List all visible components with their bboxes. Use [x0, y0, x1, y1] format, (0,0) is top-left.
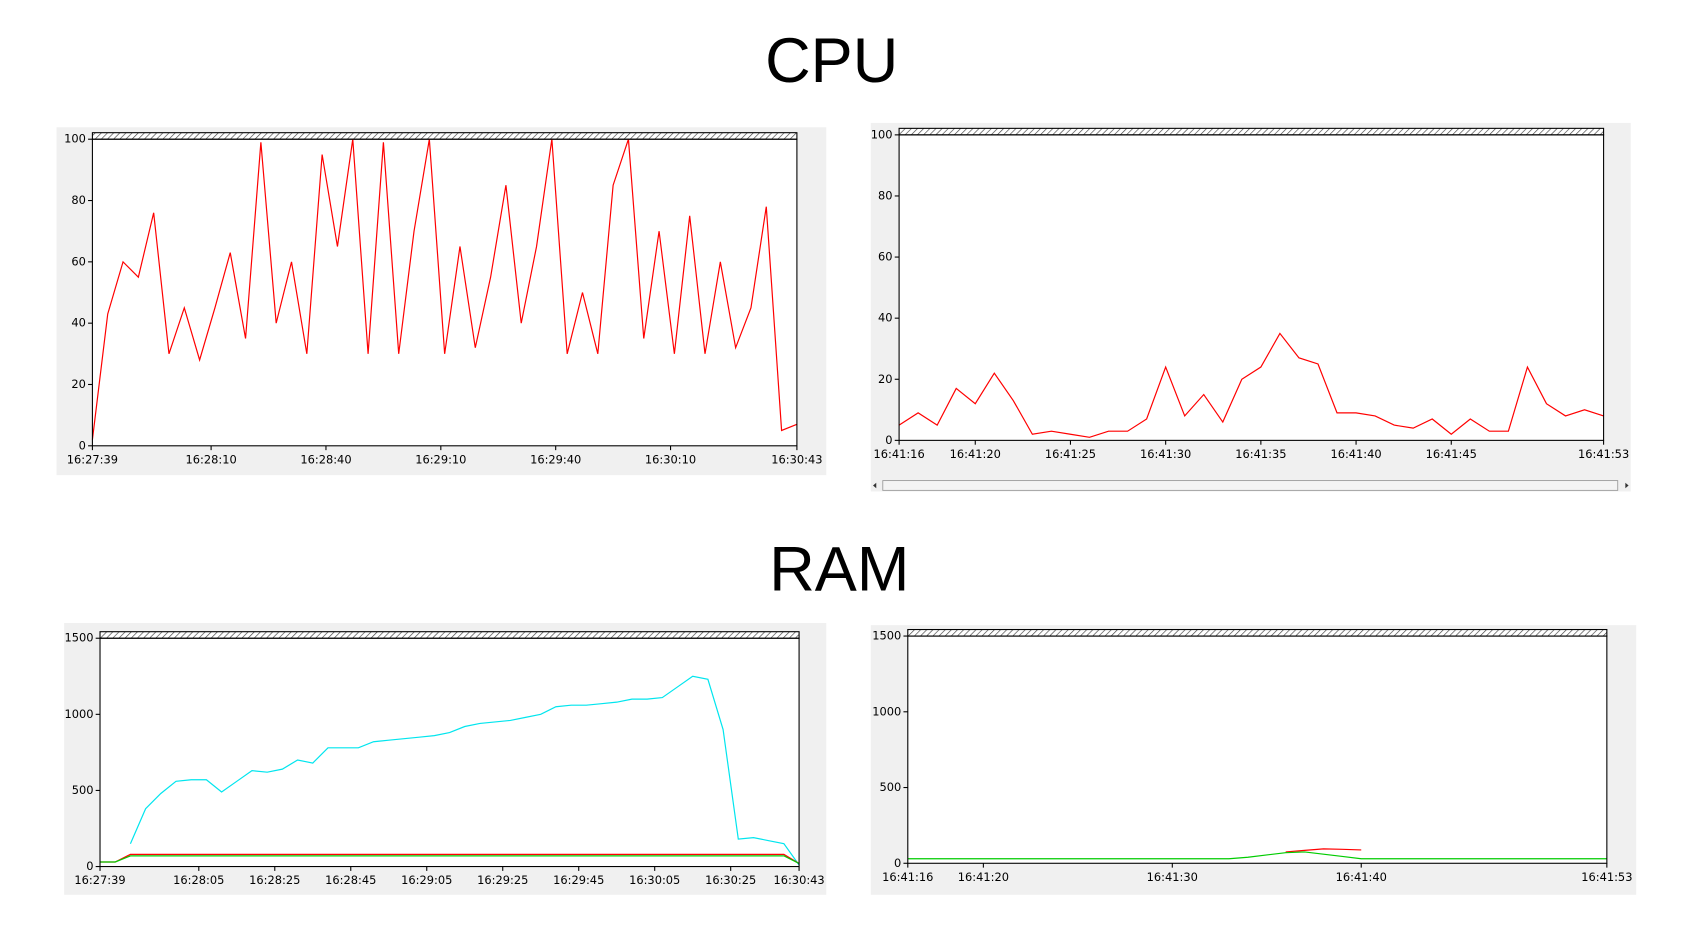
limit-band [99, 631, 800, 639]
y-tick-label: 60 [71, 254, 86, 268]
charts: 0 20 40 60 80 100 16:27:39 16:28:10 16:28:40 16:2… [56, 122, 1637, 895]
x-tick-label: 16:29:05 [401, 873, 452, 887]
y-tick-label: 0 [79, 438, 86, 452]
y-tick-label: 60 [878, 250, 893, 264]
plot-area [100, 638, 800, 867]
x-tick-label: 16:41:40 [1336, 870, 1387, 884]
y-tick-label: 100 [64, 132, 86, 146]
x-tick-label: 16:41:30 [1147, 870, 1198, 884]
series-line [91, 139, 798, 440]
chart: 0 500 1000 1500 16:41:16 16:41:20 16:41:30 16:4… [870, 625, 1637, 895]
chart: 0 20 40 60 80 100 16:41:16 16:41:20 16:41:25 16:4… [871, 122, 1631, 480]
x-tick-label: 16:29:10 [415, 452, 466, 466]
scrollbar[interactable] [870, 479, 1631, 492]
y-tick-label: 1500 [872, 629, 901, 643]
x-tick-label: 16:28:05 [173, 873, 224, 887]
x-tick-label: 16:28:10 [185, 452, 236, 466]
series-line [898, 332, 1604, 438]
x-tick-label: 16:27:39 [67, 452, 118, 466]
chart: 0 500 1000 1500 16:27:39 16:28:05 16:28:25 16:2… [64, 623, 827, 895]
scroll-left-arrow[interactable] [873, 482, 877, 489]
x-tick-label: 16:41:25 [1045, 447, 1096, 461]
plot-area [92, 139, 797, 446]
y-tick-label: 100 [871, 127, 893, 141]
y-tick-label: 1000 [872, 704, 901, 718]
x-tick-label: 16:30:43 [773, 873, 824, 887]
series-line [129, 675, 800, 866]
x-tick-label: 16:28:45 [325, 873, 376, 887]
x-tick-label: 16:27:39 [74, 873, 125, 887]
y-tick-label: 20 [878, 372, 893, 386]
x-tick-label: 16:41:16 [882, 870, 933, 884]
x-tick-label: 16:30:05 [629, 873, 680, 887]
y-tick-label: 20 [71, 377, 86, 391]
limit-band [907, 628, 1608, 637]
y-tick-label: 0 [885, 433, 892, 447]
limit-band [898, 127, 1605, 136]
plot-area [899, 134, 1604, 441]
plot-border [898, 134, 1605, 441]
x-tick-label: 16:29:45 [553, 873, 604, 887]
y-tick-label: 500 [879, 780, 901, 794]
x-tick-label: 16:30:25 [705, 873, 756, 887]
scrollbar-thumb[interactable] [882, 480, 1619, 491]
y-tick-label: 40 [71, 316, 86, 330]
scroll-right-arrow[interactable] [1625, 482, 1629, 489]
y-tick-label: 40 [878, 311, 893, 325]
plot-border [99, 637, 800, 868]
plot-area [907, 636, 1607, 864]
x-tick-label: 16:30:43 [771, 452, 822, 466]
x-tick-label: 16:41:53 [1581, 870, 1632, 884]
series-line [907, 851, 1607, 860]
y-tick-label: 0 [86, 859, 93, 873]
y-tick-label: 80 [878, 188, 893, 202]
x-tick-label: 16:29:40 [530, 452, 581, 466]
x-tick-label: 16:28:40 [300, 452, 351, 466]
y-tick-label: 0 [894, 856, 901, 870]
plot-border [907, 635, 1608, 864]
series-line [1285, 848, 1362, 853]
limit-band [91, 132, 798, 140]
x-tick-label: 16:30:10 [645, 452, 696, 466]
y-tick-label: 80 [71, 193, 86, 207]
x-tick-label: 16:41:53 [1578, 447, 1629, 461]
chart: 0 20 40 60 80 100 16:27:39 16:28:10 16:28:40 16:2… [56, 127, 827, 476]
y-tick-label: 1500 [64, 631, 93, 645]
y-tick-label: 1000 [64, 707, 93, 721]
section-title: CPU [765, 26, 898, 96]
x-tick-label: 16:41:20 [950, 447, 1001, 461]
section-title: RAM [769, 535, 909, 605]
x-tick-label: 16:28:25 [249, 873, 300, 887]
y-tick-label: 500 [72, 783, 94, 797]
series-line [100, 853, 800, 865]
series-line [100, 855, 800, 865]
x-tick-label: 16:29:25 [477, 873, 528, 887]
x-tick-label: 16:41:40 [1330, 447, 1381, 461]
plot-border [91, 138, 798, 447]
x-tick-label: 16:41:35 [1235, 447, 1286, 461]
x-tick-label: 16:41:16 [873, 447, 924, 461]
x-tick-label: 16:41:30 [1140, 447, 1191, 461]
x-tick-label: 16:41:20 [958, 870, 1009, 884]
x-tick-label: 16:41:45 [1426, 447, 1477, 461]
